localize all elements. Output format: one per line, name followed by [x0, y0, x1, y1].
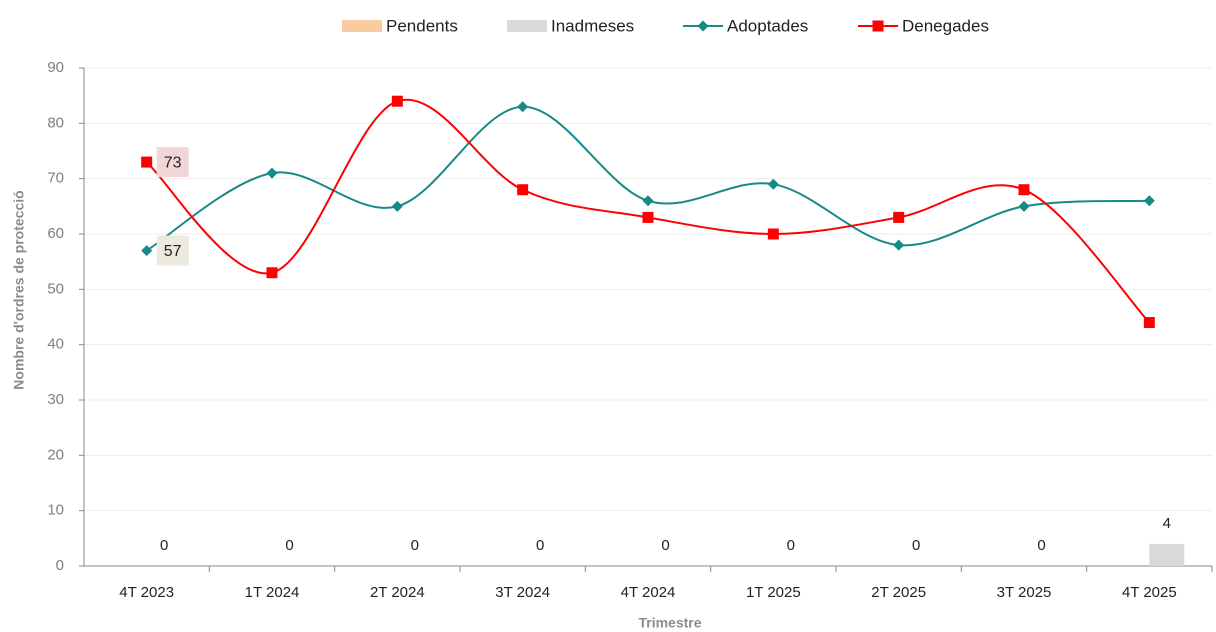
- x-tick-label: 4T 2023: [119, 584, 174, 601]
- data-label: 4: [1163, 515, 1171, 532]
- data-label-box: [156, 147, 189, 178]
- y-tick-label: 60: [47, 225, 64, 242]
- data-label: 0: [160, 537, 168, 554]
- legend-swatch: [342, 20, 382, 32]
- marker: [266, 267, 278, 279]
- x-tick-label: 2T 2025: [871, 584, 926, 601]
- data-label: 0: [661, 537, 669, 554]
- marker: [893, 211, 905, 223]
- marker: [1143, 317, 1155, 329]
- bar: [1149, 543, 1185, 566]
- y-tick-label: 20: [47, 446, 64, 463]
- marker: [141, 156, 153, 168]
- y-tick-label: 70: [47, 170, 64, 187]
- x-tick-label: 2T 2024: [370, 584, 425, 601]
- legend-label: Inadmeses: [551, 16, 634, 35]
- marker: [1018, 184, 1030, 196]
- data-label: 57: [164, 243, 182, 260]
- data-label: 0: [411, 537, 419, 554]
- data-label: 0: [912, 537, 920, 554]
- data-label: 0: [787, 537, 795, 554]
- line: [146, 105, 1150, 252]
- legend-swatch: [507, 20, 547, 32]
- marker: [517, 101, 529, 113]
- marker: [642, 195, 654, 207]
- data-label: 0: [285, 537, 293, 554]
- y-tick-label: 10: [47, 502, 64, 519]
- data-label: 0: [1037, 537, 1045, 554]
- y-tick-label: 90: [47, 59, 64, 76]
- data-label-box: [156, 235, 189, 266]
- marker: [642, 211, 654, 223]
- marker: [391, 95, 403, 107]
- x-tick-label: 3T 2024: [495, 584, 550, 601]
- data-label: 0: [536, 537, 544, 554]
- marker: [141, 245, 153, 257]
- data-label: 73: [164, 154, 182, 171]
- y-tick-label: 0: [56, 557, 64, 574]
- x-tick-label: 1T 2025: [746, 584, 801, 601]
- marker: [893, 239, 905, 251]
- marker: [1143, 195, 1155, 207]
- x-tick-label: 1T 2024: [245, 584, 300, 601]
- y-axis-title: Nombre d'ordres de protecció: [11, 190, 27, 389]
- line: [146, 98, 1151, 324]
- marker: [391, 200, 403, 212]
- marker: [767, 178, 779, 190]
- y-tick-label: 50: [47, 280, 64, 297]
- y-tick-label: 80: [47, 114, 64, 131]
- legend-marker: [697, 20, 709, 32]
- legend-label: Denegades: [902, 16, 989, 35]
- y-tick-label: 30: [47, 391, 64, 408]
- marker: [517, 184, 529, 196]
- x-tick-label: 4T 2025: [1122, 584, 1177, 601]
- legend-label: Pendents: [386, 16, 458, 35]
- x-axis-title: Trimestre: [638, 615, 701, 631]
- marker: [1018, 200, 1030, 212]
- marker: [266, 167, 278, 179]
- y-tick-label: 40: [47, 336, 64, 353]
- x-tick-label: 3T 2025: [997, 584, 1052, 601]
- x-tick-label: 4T 2024: [621, 584, 676, 601]
- legend-marker: [872, 20, 884, 32]
- legend-label: Adoptades: [727, 16, 808, 35]
- marker: [767, 228, 779, 240]
